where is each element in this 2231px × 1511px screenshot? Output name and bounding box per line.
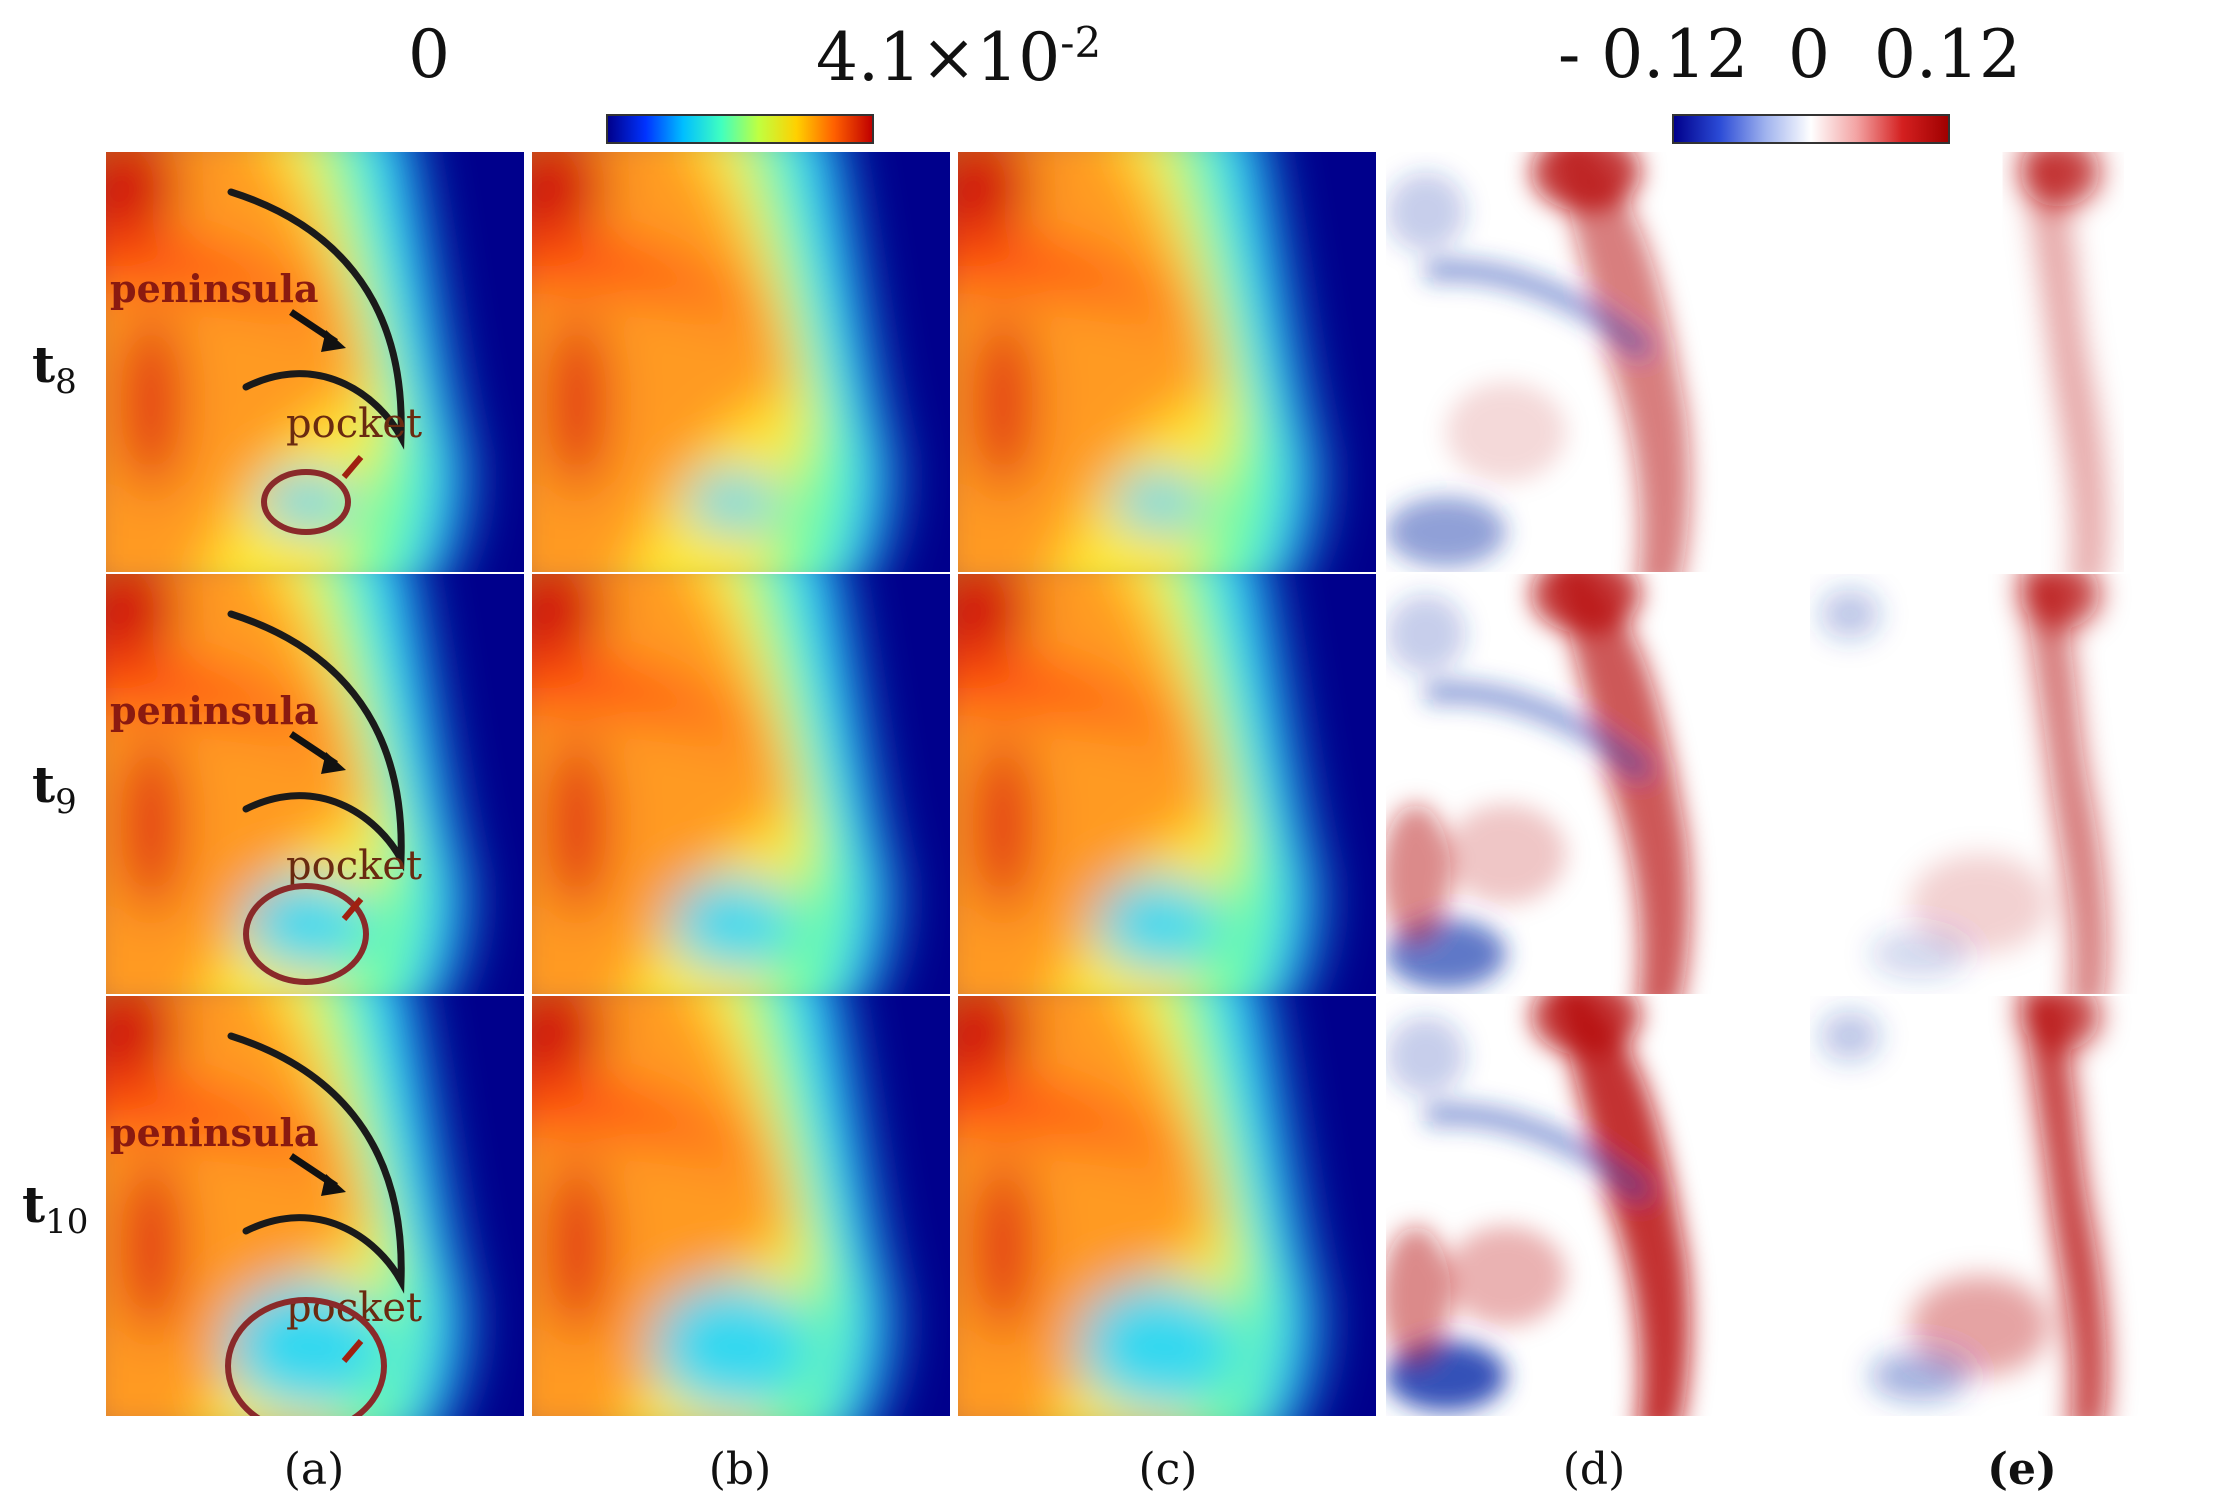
- field-plot: [958, 574, 1376, 994]
- annotation-peninsula: peninsula: [110, 688, 319, 733]
- panel-d-row-1: [1386, 152, 1804, 572]
- annotation-pocket: pocket: [286, 843, 422, 889]
- colorbar-difference-max-label: 0.12: [1874, 16, 2021, 93]
- column-label-d: (d): [1562, 1444, 1626, 1495]
- column-label-b: (b): [708, 1444, 772, 1495]
- row-label-t8: t8: [32, 335, 77, 402]
- field-plot: [958, 152, 1376, 572]
- panel-d-row-3: [1386, 996, 1804, 1416]
- panel-a-row-2: peninsula pocket: [106, 574, 524, 994]
- colorbar-difference: [1672, 114, 1950, 144]
- column-label-a: (a): [283, 1444, 345, 1495]
- annotation-pocket: pocket: [286, 401, 422, 447]
- annotation-peninsula: peninsula: [110, 266, 319, 311]
- colorbar-difference-min-label: - 0.12: [1558, 16, 1749, 93]
- panel-b-row-3: [532, 996, 950, 1416]
- field-plot: peninsula pocket: [106, 996, 524, 1416]
- field-plot: [1810, 574, 2228, 994]
- panel-a-row-3: peninsula pocket: [106, 996, 524, 1416]
- annotation-peninsula: peninsula: [110, 1110, 319, 1155]
- panel-c-row-3: [958, 996, 1376, 1416]
- column-label-c: (c): [1138, 1444, 1198, 1495]
- field-plot: [1810, 152, 2228, 572]
- field-plot: peninsula pocket: [106, 152, 524, 572]
- column-label-e: (e): [1987, 1444, 2057, 1495]
- field-plot: [1386, 996, 1804, 1416]
- panel-b-row-2: [532, 574, 950, 994]
- colorbar-concentration-max-label: 4.1×10-2: [816, 18, 1102, 96]
- field-plot: [532, 996, 950, 1416]
- panel-e-row-2: [1810, 574, 2228, 994]
- field-plot: [532, 574, 950, 994]
- panel-d-row-2: [1386, 574, 1804, 994]
- panel-e-row-1: [1810, 152, 2228, 572]
- field-plot: [1386, 574, 1804, 994]
- colorbar-concentration-min-label: 0: [408, 16, 450, 93]
- row-label-t10: t10: [22, 1175, 89, 1242]
- colorbar-concentration: [606, 114, 874, 144]
- field-plot: [1386, 152, 1804, 572]
- field-plot: [1810, 996, 2228, 1416]
- field-plot: [958, 996, 1376, 1416]
- panel-c-row-1: [958, 152, 1376, 572]
- annotation-pocket: pocket: [286, 1285, 422, 1331]
- panel-b-row-1: [532, 152, 950, 572]
- row-label-t9: t9: [32, 755, 77, 822]
- panel-a-row-1: peninsula pocket: [106, 152, 524, 572]
- colorbar-difference-mid-label: 0: [1788, 16, 1830, 93]
- field-plot: [532, 152, 950, 572]
- panel-e-row-3: [1810, 996, 2228, 1416]
- panel-c-row-2: [958, 574, 1376, 994]
- field-plot: peninsula pocket: [106, 574, 524, 994]
